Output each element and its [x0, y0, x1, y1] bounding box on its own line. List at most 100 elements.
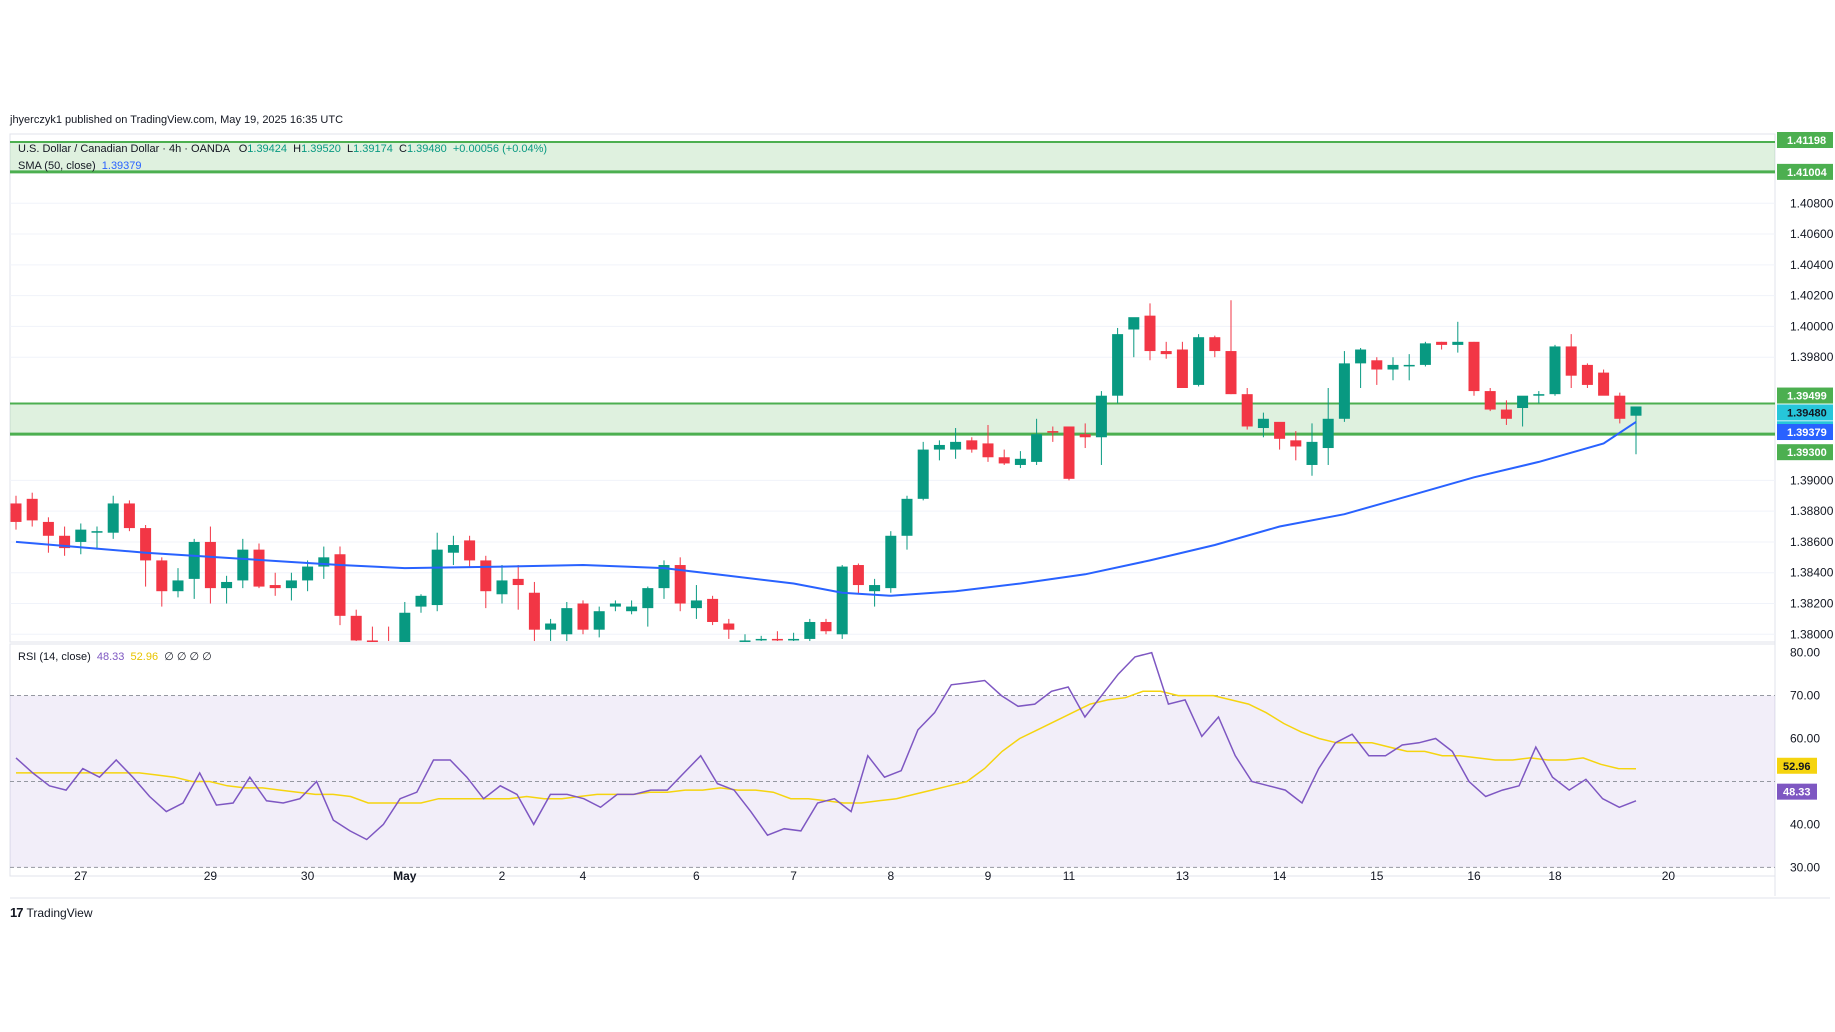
rsi-axis-badge-label: 48.33	[1783, 787, 1811, 799]
time-tick-label: 4	[580, 869, 587, 883]
candle-body	[399, 612, 411, 642]
candle-body	[1128, 317, 1140, 330]
candle-body	[26, 498, 38, 521]
candle-body	[107, 503, 119, 533]
rsi-label[interactable]: RSI (14, close)	[18, 651, 91, 663]
candle-body	[415, 595, 427, 607]
sma-label[interactable]: SMA (50, close)	[18, 160, 96, 172]
candle-body	[885, 535, 897, 589]
candle-body	[1387, 364, 1399, 370]
candle-body	[302, 566, 314, 581]
rsi-empty-values: ∅ ∅ ∅ ∅	[164, 651, 212, 663]
candle-body	[982, 443, 994, 458]
candle-body	[512, 578, 524, 586]
rsi-tick-label: 40.00	[1790, 817, 1820, 831]
candle-body	[140, 528, 152, 561]
time-tick-label: May	[393, 869, 417, 883]
price-axis-badge	[1777, 387, 1833, 404]
candle-body	[626, 606, 638, 612]
rsi-axis-badge	[1777, 783, 1817, 800]
candle-body	[658, 565, 670, 589]
time-tick-label: 30	[301, 869, 315, 883]
price-tick-label: 1.40600	[1790, 227, 1834, 241]
candle-body	[334, 554, 346, 616]
high-value: 1.39520	[301, 143, 341, 155]
candle-body	[804, 621, 816, 639]
candle-body	[221, 581, 233, 589]
candle-body	[1517, 395, 1529, 409]
candle-body	[1468, 341, 1480, 392]
rsi-tick-label: 80.00	[1790, 646, 1820, 660]
candle-body	[1241, 394, 1253, 427]
candle-body	[933, 444, 945, 450]
price-axis-badge-label: 1.41198	[1787, 135, 1826, 147]
time-tick-label: 2	[499, 869, 506, 883]
price-tick-label: 1.40400	[1790, 258, 1834, 272]
candle-body	[1484, 391, 1496, 410]
time-tick-label: 11	[1063, 869, 1076, 883]
low-value: 1.39174	[353, 143, 393, 155]
price-tick-label: 1.40200	[1790, 289, 1834, 303]
price-axis-badge-label: 1.39300	[1787, 447, 1827, 459]
price-tick-label: 1.40800	[1790, 196, 1834, 210]
candle-body	[1306, 441, 1318, 465]
candle-body	[204, 541, 216, 589]
sma-50-line	[15, 421, 1637, 597]
time-tick-label: 29	[204, 869, 218, 883]
candle-body	[690, 600, 702, 609]
candle-body	[172, 580, 184, 592]
rsi-legend: RSI (14, close) 48.33 52.96 ∅ ∅ ∅ ∅	[18, 650, 212, 663]
rsi-line	[15, 651, 1637, 841]
low-label: L	[347, 143, 354, 155]
candle-body	[1419, 343, 1431, 365]
rsi-tick-label: 70.00	[1790, 689, 1820, 703]
candle-body	[561, 608, 573, 635]
candle-body	[1193, 337, 1205, 385]
change-value: +0.00056 (+0.04%)	[452, 143, 548, 155]
publish-line: jhyerczyk1 published on TradingView.com,…	[10, 114, 344, 126]
candle-body	[528, 592, 540, 630]
close-value: 1.39480	[406, 143, 447, 155]
candle-body	[1500, 409, 1512, 419]
candle-body	[42, 521, 54, 536]
sma-row: SMA (50, close) 1.39379	[18, 158, 547, 175]
candle-body	[123, 503, 135, 529]
symbol-name[interactable]: U.S. Dollar / Canadian Dollar · 4h · OAN…	[18, 143, 230, 155]
candle-body	[577, 603, 589, 630]
tradingview-logo-icon: 17	[10, 905, 24, 920]
candle-body	[545, 623, 557, 630]
candle-body	[593, 611, 605, 630]
sma-value: 1.39379	[101, 160, 142, 172]
time-tick-label: 27	[74, 869, 88, 883]
candle-body	[1176, 349, 1188, 388]
price-tick-label: 1.38000	[1790, 627, 1834, 641]
candle-body	[869, 585, 881, 592]
candle-body	[771, 638, 783, 641]
candle-body	[1565, 346, 1577, 376]
candle-body	[739, 640, 751, 642]
price-axis-badge	[1777, 424, 1833, 441]
time-tick-label: 20	[1662, 869, 1676, 883]
candle-body	[1355, 349, 1367, 364]
candle-body	[10, 503, 22, 522]
candle-body	[1063, 426, 1075, 479]
time-tick-label: 18	[1548, 869, 1562, 883]
time-tick-label: 9	[985, 869, 992, 883]
candle-body	[950, 441, 962, 450]
candle-body	[496, 580, 508, 595]
price-legend: U.S. Dollar / Canadian Dollar · 4h · OAN…	[18, 141, 547, 175]
candle-body	[1581, 364, 1593, 385]
rsi-tick-label: 60.00	[1790, 732, 1820, 746]
price-tick-label: 1.38400	[1790, 566, 1834, 580]
candle-body	[75, 529, 87, 542]
candle-body	[820, 621, 832, 632]
candle-body	[707, 598, 719, 622]
candle-body	[91, 531, 103, 533]
rsi-pane	[9, 643, 1776, 877]
candle-body	[350, 615, 362, 641]
open-label: O	[238, 143, 248, 155]
candle-body	[998, 457, 1010, 464]
rsi-axis-badge	[1777, 757, 1817, 774]
candle-body	[1630, 406, 1642, 416]
